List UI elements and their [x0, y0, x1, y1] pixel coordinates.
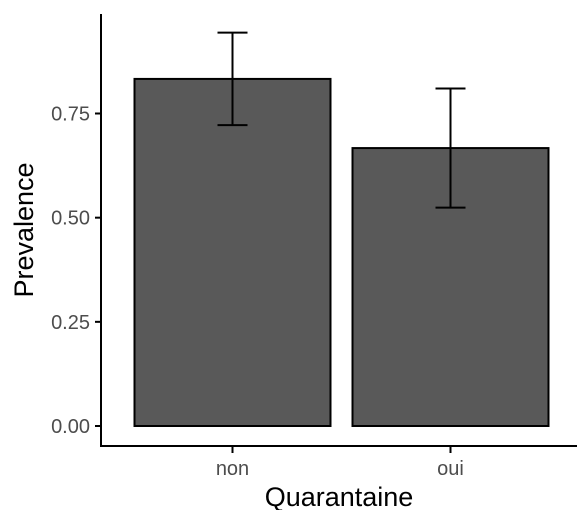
bars-layer	[133, 77, 550, 428]
y-tick-label: 0.00	[51, 416, 90, 438]
y-tick-label: 0.75	[51, 104, 90, 126]
x-tick-label: non	[216, 458, 249, 480]
x-axis-title: Quarantaine	[265, 482, 414, 510]
error-bar-non	[217, 31, 248, 127]
error-bars-layer	[217, 31, 466, 209]
y-ticks-layer: 0.00 0.25 0.50 0.75	[51, 104, 101, 438]
y-tick-label: 0.50	[51, 208, 90, 230]
bar-non	[133, 77, 332, 428]
x-tick-label: oui	[437, 458, 464, 480]
axes-layer	[100, 14, 577, 447]
x-ticks-layer: non oui	[216, 447, 464, 480]
y-axis-title: Prevalence	[9, 162, 39, 297]
y-tick-label: 0.25	[51, 312, 90, 334]
error-bar-oui	[435, 87, 466, 209]
